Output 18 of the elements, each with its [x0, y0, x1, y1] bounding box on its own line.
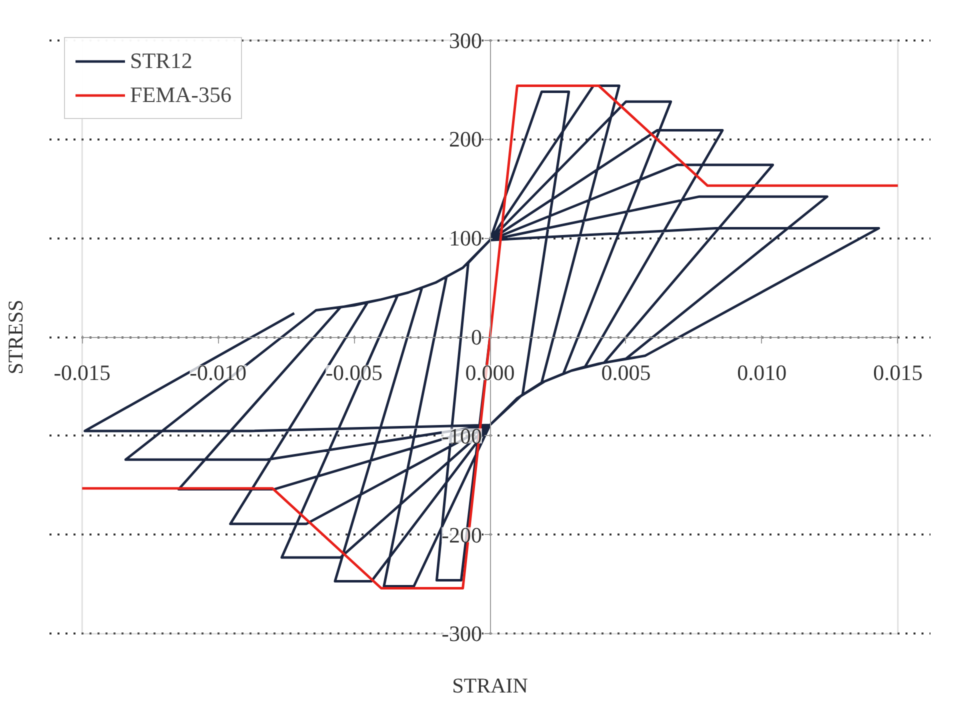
x-axis-title: STRAIN	[452, 674, 528, 698]
x-tick-label: -0.015	[54, 360, 111, 385]
y-tick-label: 100	[449, 226, 482, 251]
y-tick-label: 300	[449, 28, 482, 53]
x-tick-label: 0.005	[601, 360, 651, 385]
legend-label: STR12	[130, 48, 192, 74]
y-axis-title: STRESS	[4, 300, 28, 374]
y-tick-label: 0	[471, 324, 482, 350]
x-tick-label: 0.000	[465, 360, 515, 385]
x-tick-label: -0.005	[326, 360, 382, 385]
y-tick-label: -200	[442, 522, 482, 548]
y-tick-label: -100	[442, 423, 482, 448]
x-tick-label: -0.010	[190, 360, 246, 385]
x-tick-label: 0.010	[737, 360, 787, 385]
legend-label: FEMA-356	[130, 82, 232, 108]
x-tick-label: 0.015	[873, 360, 923, 385]
y-tick-label: -300	[442, 621, 482, 646]
y-tick-label: 200	[449, 126, 482, 152]
